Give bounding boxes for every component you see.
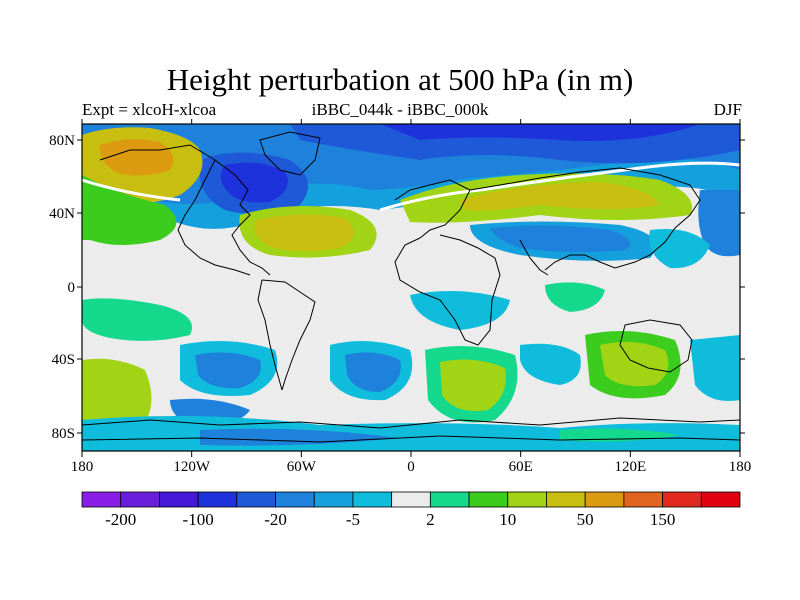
lon-tick-label: 0: [407, 459, 415, 475]
colorbar-label: 2: [426, 510, 435, 529]
colorbar-swatch: [507, 491, 547, 508]
colorbar-swatch: [352, 491, 393, 508]
colorbar-label: -100: [183, 510, 214, 529]
colorbar-swatch: [700, 491, 741, 508]
lat-tick-label: 80S: [52, 426, 75, 442]
lat-tick-label: 80N: [49, 133, 75, 149]
contour-field: [82, 124, 740, 451]
colorbar-label: -200: [105, 510, 136, 529]
season-label: DJF: [713, 100, 742, 119]
lon-tick-label: 120W: [173, 459, 211, 475]
lon-tick-label: 180: [729, 459, 752, 475]
colorbar-label: 50: [577, 510, 594, 529]
colorbar: [81, 491, 741, 508]
experiment-label: Expt = xlcoH-xlcoa: [82, 100, 217, 119]
colorbar-swatch: [468, 491, 509, 508]
colorbar-label: -20: [264, 510, 287, 529]
coastlines: [82, 131, 740, 443]
plot-title: Height perturbation at 500 hPa (in m): [166, 62, 634, 97]
colorbar-swatch: [584, 491, 625, 508]
colorbar-swatch: [275, 491, 315, 508]
colorbar-label: 10: [499, 510, 516, 529]
colorbar-swatch: [623, 491, 663, 508]
colorbar-swatch: [236, 491, 276, 508]
colorbar-label: 150: [650, 510, 676, 529]
colorbar-swatch: [120, 491, 160, 508]
lat-tick-label: 40N: [49, 206, 75, 222]
run-label: iBBC_044k - iBBC_000k: [311, 100, 489, 119]
colorbar-swatch: [159, 491, 199, 508]
colorbar-swatch: [81, 491, 122, 508]
lat-tick-label: 0: [68, 280, 76, 296]
lat-tick-label: 40S: [52, 352, 75, 368]
lon-tick-label: 180: [71, 459, 94, 475]
colorbar-swatch: [313, 491, 354, 508]
latitude-axis: 80N 40N 0 40S 80S: [49, 133, 745, 442]
colorbar-swatch: [391, 491, 431, 508]
lon-tick-label: 60E: [509, 459, 533, 475]
colorbar-swatch: [546, 491, 586, 508]
longitude-axis: 180 120W 60W 0 60E 120E 180: [71, 119, 752, 475]
lon-tick-label: 120E: [614, 459, 646, 475]
colorbar-label: -5: [346, 510, 360, 529]
lon-tick-label: 60W: [287, 459, 317, 475]
colorbar-labels: -200 -100 -20 -5 2 10 50 150: [105, 510, 675, 529]
colorbar-swatch: [197, 491, 238, 508]
colorbar-swatch: [662, 491, 702, 508]
colorbar-swatch: [429, 491, 470, 508]
